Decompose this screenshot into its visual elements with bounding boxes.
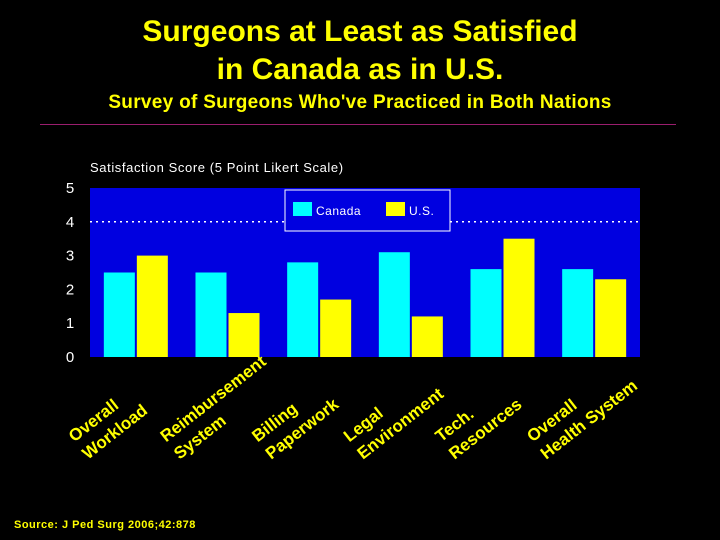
bar-us-3	[411, 316, 443, 357]
bar-us-5	[595, 279, 627, 357]
bar-canada-3	[378, 252, 410, 357]
y-tick-label: 1	[66, 315, 74, 332]
legend-swatch-1	[386, 202, 405, 216]
bar-us-0	[136, 255, 168, 357]
title-line-2: in Canada as in U.S.	[216, 53, 504, 86]
divider-rule	[40, 124, 676, 125]
bar-canada-1	[195, 272, 227, 357]
legend-box	[284, 189, 451, 232]
y-tick-label: 5	[66, 180, 74, 197]
y-tick-label: 3	[66, 248, 74, 265]
y-tick-label: 0	[66, 349, 74, 366]
bar-canada-4	[470, 269, 502, 357]
bar-canada-0	[103, 272, 135, 357]
bar-canada-5	[562, 269, 594, 357]
source-citation: Source: J Ped Surg 2006;42:878	[14, 519, 196, 531]
legend-swatch-0	[293, 202, 312, 216]
legend-label: Canada	[316, 204, 361, 218]
bar-us-4	[503, 238, 535, 357]
subtitle: Survey of Surgeons Who've Practiced in B…	[108, 92, 612, 113]
y-tick-label: 4	[66, 214, 74, 231]
x-category-label: Tech.Resources	[432, 395, 526, 463]
title-line-1: Surgeons at Least as Satisfied	[142, 15, 578, 48]
bar-us-2	[320, 299, 352, 357]
bar-us-1	[228, 313, 260, 357]
y-axis-label: Satisfaction Score (5 Point Likert Scale…	[90, 160, 344, 175]
y-tick-label: 2	[66, 281, 74, 298]
legend-label: U.S.	[409, 204, 434, 218]
bar-canada-2	[287, 262, 319, 357]
